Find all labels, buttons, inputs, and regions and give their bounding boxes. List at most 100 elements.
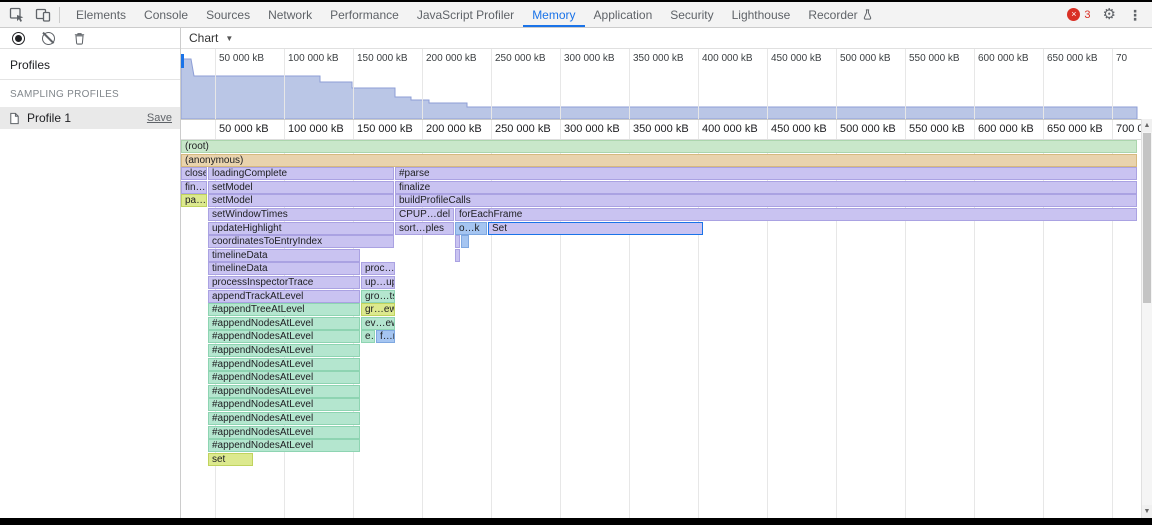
flame-frame-appendnodesatlevel[interactable]: #appendNodesAtLevel: [208, 385, 360, 398]
flame-frame-up-up[interactable]: up…up: [361, 276, 395, 289]
scroll-down-arrow[interactable]: ▼: [1142, 505, 1152, 518]
flame-frame-setmodel[interactable]: setModel: [208, 181, 394, 194]
view-mode-select[interactable]: Chart ▼: [181, 31, 233, 45]
tab-recorder[interactable]: Recorder: [799, 2, 881, 27]
flame-frame-pa-at[interactable]: pa…at: [181, 194, 207, 207]
profile-list-item[interactable]: Profile 1 Save: [0, 107, 180, 129]
memory-size-label: 300 000 kB: [564, 53, 615, 64]
flame-frame-updatehighlight[interactable]: updateHighlight: [208, 222, 394, 235]
gridline: [1043, 120, 1044, 139]
gridline: [836, 140, 837, 518]
flame-frame-setmodel[interactable]: setModel: [208, 194, 394, 207]
tab-memory[interactable]: Memory: [523, 2, 584, 27]
flame-frame-processinspectortrace[interactable]: processInspectorTrace: [208, 276, 360, 289]
flame-frame-anonymous[interactable]: (anonymous): [181, 154, 1137, 167]
devtools-tabbar: Elements Console Sources Network Performance…: [0, 2, 1152, 28]
settings-gear-icon[interactable]: ⚙: [1102, 6, 1116, 23]
flame-frame-appendnodesatlevel[interactable]: #appendNodesAtLevel: [208, 344, 360, 357]
flame-chart: (root) (anonymous) close loadingComplete #pa…: [181, 140, 1141, 518]
memory-size-label: 200 000 kB: [426, 53, 477, 64]
flame-frame-coordinatestoentryindex[interactable]: coordinatesToEntryIndex: [208, 235, 394, 248]
memory-size-label: 600 000 kB: [978, 53, 1029, 64]
memory-size-label: 350 000 kB: [633, 123, 689, 135]
gridline: [422, 120, 423, 139]
gridline: [698, 49, 699, 119]
flame-frame-cpup-del[interactable]: CPUP…del: [395, 208, 454, 221]
flame-frame-f-r[interactable]: f…r: [376, 330, 395, 343]
record-heap-icon[interactable]: [12, 31, 25, 45]
gridline: [698, 120, 699, 139]
memory-size-label: 400 000 kB: [702, 53, 753, 64]
flame-frame-setwindowtimes[interactable]: setWindowTimes: [208, 208, 394, 221]
flame-frame-e[interactable]: e…: [361, 330, 375, 343]
profile-name: Profile 1: [27, 111, 72, 125]
scrollbar-thumb[interactable]: [1143, 133, 1151, 303]
flame-frame[interactable]: [455, 235, 460, 248]
memory-size-label: 350 000 kB: [633, 53, 684, 64]
vertical-scrollbar[interactable]: ▲ ▼: [1141, 119, 1152, 518]
error-badge[interactable]: × 3: [1067, 8, 1091, 21]
flame-frame-fin-ce[interactable]: fin…ce: [181, 181, 207, 194]
memory-size-label: 100 000 kB: [288, 123, 344, 135]
flame-frame[interactable]: [461, 235, 469, 248]
inspect-element-icon[interactable]: [4, 2, 30, 27]
tab-sources[interactable]: Sources: [206, 7, 251, 22]
gridline: [767, 120, 768, 139]
flame-frame-appendnodesatlevel[interactable]: #appendNodesAtLevel: [208, 358, 360, 371]
delete-profile-trash-icon[interactable]: [72, 31, 86, 45]
clear-profiles-icon[interactable]: [42, 31, 55, 45]
flame-frame-set[interactable]: Set: [488, 222, 703, 235]
flame-frame-gr-ew[interactable]: gr…ew: [361, 303, 395, 316]
memory-overview[interactable]: 50 000 kB 100 000 kB 150 000 kB 200 000 kB 2…: [181, 49, 1152, 120]
flame-frame-appendnodesatlevel[interactable]: #appendNodesAtLevel: [208, 439, 360, 452]
tab-javascript-profiler[interactable]: JavaScript Profiler: [416, 7, 515, 22]
tab-application[interactable]: Application: [593, 7, 653, 22]
flame-frame-buildprofilecalls[interactable]: buildProfileCalls: [395, 194, 1137, 207]
tab-performance[interactable]: Performance: [330, 7, 399, 22]
flame-frame-set[interactable]: set: [208, 453, 253, 466]
flame-frame-o-k[interactable]: o…k: [455, 222, 487, 235]
flame-frame-gro-ts[interactable]: gro…ts: [361, 290, 395, 303]
overview-selection-handle[interactable]: [181, 54, 184, 68]
flame-frame-foreachframe[interactable]: forEachFrame: [455, 208, 1137, 221]
flame-frame-appendnodesatlevel[interactable]: #appendNodesAtLevel: [208, 426, 360, 439]
device-toolbar-icon[interactable]: [30, 2, 56, 27]
flame-frame-sort-ples[interactable]: sort…ples: [395, 222, 454, 235]
flame-frame-appendnodesatlevel[interactable]: #appendNodesAtLevel: [208, 412, 360, 425]
scroll-up-arrow[interactable]: ▲: [1142, 119, 1152, 132]
flame-frame-close[interactable]: close: [181, 167, 207, 180]
more-options-kebab-icon[interactable]: ⋮: [1128, 6, 1142, 23]
flame-frame-appendnodesatlevel[interactable]: #appendNodesAtLevel: [208, 371, 360, 384]
flame-frame-ev-ew[interactable]: ev…ew: [361, 317, 395, 330]
flame-frame-finalize[interactable]: finalize: [395, 181, 1137, 194]
flame-frame-appendtreeatlevel[interactable]: #appendTreeAtLevel: [208, 303, 360, 316]
tab-network[interactable]: Network: [268, 7, 313, 22]
tab-elements[interactable]: Elements: [76, 7, 127, 22]
gridline: [629, 140, 630, 518]
flame-frame-loadingcomplete[interactable]: loadingComplete: [208, 167, 394, 180]
tabbar-right-icons: × 3 ⚙ ⋮: [1067, 7, 1152, 22]
flame-frame[interactable]: [455, 249, 460, 262]
flame-frame-parse[interactable]: #parse: [395, 167, 1137, 180]
flame-frame-appendnodesatlevel[interactable]: #appendNodesAtLevel: [208, 398, 360, 411]
flame-frame-appendnodesatlevel[interactable]: #appendNodesAtLevel: [208, 330, 360, 343]
memory-size-label: 650 000 kB: [1047, 53, 1098, 64]
gridline: [422, 140, 423, 518]
memory-size-label: 600 000 kB: [978, 123, 1034, 135]
tab-security[interactable]: Security: [670, 7, 714, 22]
flame-frame-proc-ata[interactable]: proc…ata: [361, 262, 395, 275]
tab-console[interactable]: Console: [144, 7, 189, 22]
tab-lighthouse[interactable]: Lighthouse: [731, 7, 791, 22]
flame-ruler: 50 000 kB 100 000 kB 150 000 kB 200 000 kB 2…: [181, 120, 1152, 140]
sampling-profiles-heading: SAMPLING PROFILES: [10, 89, 120, 100]
flame-frame-appendnodesatlevel[interactable]: #appendNodesAtLevel: [208, 317, 360, 330]
error-count: 3: [1084, 8, 1091, 21]
flame-frame-appendtrackatlevel[interactable]: appendTrackAtLevel: [208, 290, 360, 303]
flame-frame-timelinedata[interactable]: timelineData: [208, 249, 360, 262]
save-profile-link[interactable]: Save: [146, 112, 172, 124]
sidebar-divider[interactable]: [180, 28, 181, 518]
flame-frame-root[interactable]: (root): [181, 140, 1137, 153]
memory-size-label: 150 000 kB: [357, 53, 408, 64]
flame-frame-timelinedata[interactable]: timelineData: [208, 262, 360, 275]
